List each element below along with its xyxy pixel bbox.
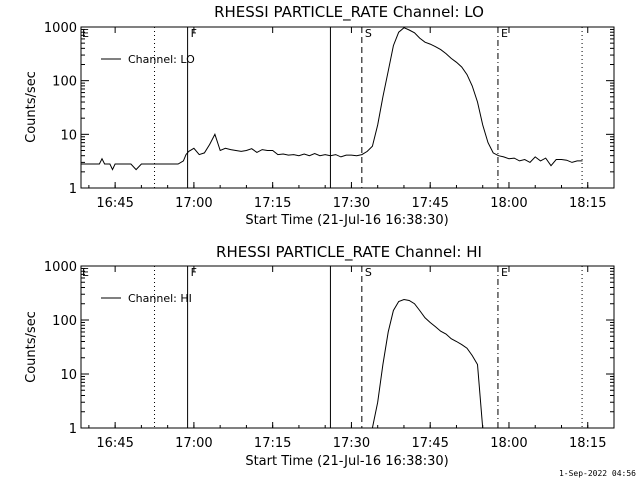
panel-hi: RHESSI PARTICLE_RATE Channel: HI 16:45 17… [24, 243, 615, 469]
series-line-0 [371, 298, 484, 429]
x-tick-label: 18:00 [490, 436, 527, 451]
series-lines [371, 298, 484, 429]
x-tick-label: 18:00 [490, 196, 527, 211]
marker-lines: F S EE [82, 266, 583, 428]
chart-title: RHESSI PARTICLE_RATE Channel: LO [214, 3, 484, 22]
y-axis: 1 10 100 1000 [44, 21, 614, 197]
plot-frame [80, 26, 615, 189]
marker-label: E [82, 266, 89, 279]
x-tick-label: 18:15 [569, 436, 606, 451]
marker-label: E [501, 27, 508, 40]
y-tick-label: 1000 [44, 21, 77, 36]
legend-label: Channel: LO [128, 53, 195, 66]
marker-label: F [191, 266, 197, 279]
y-tick-label: 100 [52, 75, 77, 90]
y-tick-label: 1 [69, 182, 77, 197]
y-tick-label: 1000 [44, 260, 77, 275]
marker-label: F [191, 27, 197, 40]
x-tick-label: 17:45 [411, 196, 448, 211]
y-tick-label: 10 [60, 368, 77, 383]
x-axis: 16:45 17:00 17:15 17:30 17:45 18:00 18:15 [88, 266, 606, 451]
chart-title: RHESSI PARTICLE_RATE Channel: HI [216, 243, 482, 262]
marker-label: S [365, 266, 372, 279]
panel-lo: RHESSI PARTICLE_RATE Channel: LO 16:45 17… [24, 3, 615, 228]
x-tick-label: 16:45 [96, 196, 133, 211]
series-line-0 [81, 27, 583, 171]
x-axis-label: Start Time (21-Jul-16 16:38:30) [245, 213, 448, 228]
x-tick-label: 17:30 [333, 436, 370, 451]
marker-label: S [365, 27, 372, 40]
marker-label: E [82, 27, 89, 40]
series-lines [81, 27, 583, 171]
x-tick-label: 18:15 [569, 196, 606, 211]
x-axis-label: Start Time (21-Jul-16 16:38:30) [245, 454, 448, 469]
x-tick-label: 17:15 [254, 436, 291, 451]
timestamp: 1-Sep-2022 04:56 [559, 469, 636, 478]
y-tick-label: 1 [69, 422, 77, 437]
marker-label: E [501, 266, 508, 279]
legend-label: Channel: HI [128, 292, 192, 305]
plot-frame [80, 265, 615, 429]
y-tick-label: 10 [60, 128, 77, 143]
y-axis: 1 10 100 1000 [44, 260, 614, 437]
y-axis-label: Counts/sec [24, 71, 39, 143]
y-axis-label: Counts/sec [24, 311, 39, 383]
x-axis: 16:45 17:00 17:15 17:30 17:45 18:00 18:15 [88, 27, 606, 211]
x-tick-label: 17:30 [333, 196, 370, 211]
marker-lines: F S EE [82, 27, 583, 188]
x-tick-label: 17:00 [175, 436, 212, 451]
x-tick-label: 17:00 [175, 196, 212, 211]
x-tick-label: 16:45 [96, 436, 133, 451]
y-tick-label: 100 [52, 314, 77, 329]
x-tick-label: 17:15 [254, 196, 291, 211]
x-tick-label: 17:45 [411, 436, 448, 451]
